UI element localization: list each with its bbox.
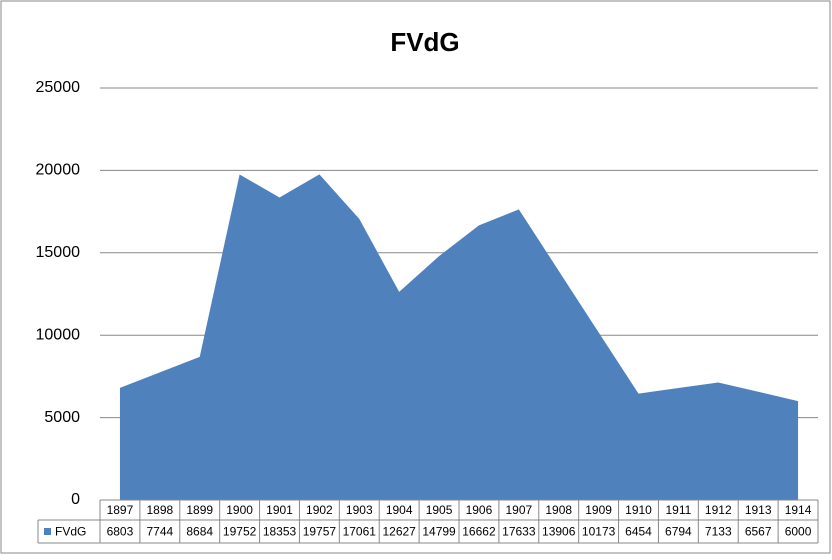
data-table-value: 17061 [343, 525, 377, 539]
data-table-value: 7133 [705, 525, 732, 539]
legend-label: FVdG [55, 525, 86, 539]
x-tick-label: 1912 [705, 503, 732, 517]
y-tick-label: 15000 [36, 244, 81, 261]
data-table-value: 19757 [303, 525, 337, 539]
x-tick-label: 1913 [745, 503, 772, 517]
x-tick-label: 1905 [426, 503, 453, 517]
x-tick-label: 1900 [226, 503, 253, 517]
area [119, 174, 799, 500]
x-tick-label: 1911 [665, 503, 691, 517]
x-tick-label: 1899 [186, 503, 213, 517]
data-table-value: 12627 [382, 525, 416, 539]
data-table-value: 10173 [582, 525, 616, 539]
x-tick-label: 1897 [107, 503, 134, 517]
data-table-value: 6567 [745, 525, 772, 539]
data-table-value: 13906 [542, 525, 576, 539]
data-table-value: 6000 [785, 525, 812, 539]
y-tick-label: 10000 [36, 326, 81, 343]
y-tick-label: 25000 [36, 79, 81, 96]
data-table-value: 7744 [146, 525, 173, 539]
x-tick-label: 1901 [266, 503, 293, 517]
data-table-value: 19752 [223, 525, 257, 539]
x-tick-label: 1909 [585, 503, 612, 517]
y-tick-label: 5000 [44, 409, 80, 426]
data-table-value: 6454 [625, 525, 652, 539]
chart-title: FVdG [390, 27, 459, 57]
legend-swatch [44, 528, 51, 535]
x-tick-label: 1908 [545, 503, 572, 517]
x-tick-label: 1910 [625, 503, 652, 517]
x-tick-label: 1906 [466, 503, 493, 517]
x-tick-label: 1914 [785, 503, 812, 517]
x-tick-label: 1902 [306, 503, 333, 517]
x-tick-label: 1904 [386, 503, 413, 517]
data-table-value: 17633 [502, 525, 536, 539]
data-table-value: 16662 [462, 525, 496, 539]
data-table-value: 6794 [665, 525, 692, 539]
data-table-value: 6803 [107, 525, 134, 539]
x-tick-label: 1903 [346, 503, 373, 517]
data-table-value: 14799 [422, 525, 456, 539]
y-tick-label: 20000 [36, 162, 81, 179]
x-tick-label: 1898 [146, 503, 173, 517]
data-table-value: 18353 [263, 525, 297, 539]
x-tick-label: 1907 [505, 503, 532, 517]
data-table-value: 8684 [186, 525, 213, 539]
y-tick-label: 0 [71, 491, 80, 508]
